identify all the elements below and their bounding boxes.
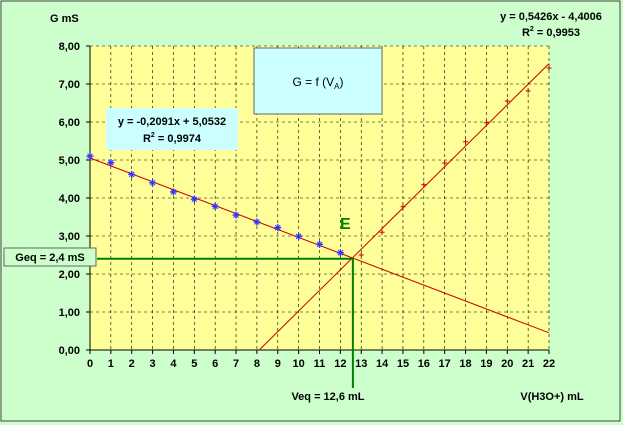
title-subscript: A xyxy=(334,82,340,91)
point-mark-d2 xyxy=(108,159,114,166)
x-tick-label: 6 xyxy=(212,358,218,370)
x-tick-label: 0 xyxy=(87,358,93,370)
y-tick-label: 5,00 xyxy=(59,155,80,167)
equation-2-text: y = 0,5426x - 4,4006 xyxy=(500,11,602,23)
x-tick-label: 7 xyxy=(233,358,239,370)
equation-1-text: y = -0,2091x + 5,0532 xyxy=(118,116,226,128)
x-tick-label: 11 xyxy=(314,358,326,370)
point-mark-d2 xyxy=(254,219,260,225)
point-mark-d2 xyxy=(87,153,93,160)
equation-1-r2: R2 = 0,9974 xyxy=(143,132,202,145)
data-point-series-2 xyxy=(358,252,364,258)
x-tick-label: 1 xyxy=(108,358,114,370)
x-tick-label: 8 xyxy=(254,358,260,370)
title-main: G = f (V xyxy=(292,75,334,89)
point-mark-d2 xyxy=(316,241,323,248)
geq-label-box xyxy=(3,247,97,267)
point-mark-d2 xyxy=(295,233,302,240)
equivalence-label: E xyxy=(340,216,351,233)
data-point-series-1 xyxy=(232,211,240,219)
point-mark-d2 xyxy=(233,212,239,218)
x-tick-label: 14 xyxy=(376,358,389,370)
eq2-r2-value: = 0,9953 xyxy=(534,27,580,39)
point-mark-d2 xyxy=(212,203,219,210)
y-tick-label: 3,00 xyxy=(59,231,80,243)
y-tick-label: 7,00 xyxy=(59,79,80,91)
y-tick-label: 6,00 xyxy=(59,117,80,129)
data-point-series-2 xyxy=(463,139,469,145)
point-mark-d2 xyxy=(128,171,135,178)
data-point-series-2 xyxy=(483,120,489,126)
eq2-r2-sup: 2 xyxy=(530,26,534,33)
point-mark-d2 xyxy=(170,189,177,195)
equation-2-r2: R2 = 0,9953 xyxy=(522,26,580,39)
x-tick-label: 16 xyxy=(418,358,430,370)
title-box xyxy=(253,47,383,115)
data-point-series-2 xyxy=(504,98,510,104)
data-point-series-1 xyxy=(128,170,136,178)
point-mark-d2 xyxy=(274,224,281,231)
x-tick-label: 15 xyxy=(397,358,409,370)
point-mark-d2 xyxy=(191,196,198,202)
x-tick-label: 3 xyxy=(150,358,156,370)
chart-title: G = f (VA) xyxy=(292,75,343,91)
eq1-r2-value: = 0,9974 xyxy=(155,133,202,145)
x-tick-label: 9 xyxy=(275,358,281,370)
data-point-series-1 xyxy=(274,224,282,232)
data-point-series-1 xyxy=(169,188,177,196)
points-layer xyxy=(86,65,552,258)
data-point-series-1 xyxy=(295,232,303,240)
x-tick-label: 21 xyxy=(522,358,534,370)
outer-border xyxy=(0,0,621,422)
guide-layer xyxy=(97,257,354,388)
data-point-series-1 xyxy=(107,159,115,167)
data-point-series-1 xyxy=(86,152,94,160)
veq-label: Veq = 12,6 mL xyxy=(291,391,364,403)
data-point-series-2 xyxy=(379,229,385,235)
y-tick-label: 8,00 xyxy=(59,41,80,53)
x-tick-label: 13 xyxy=(355,358,367,370)
x-tick-label: 18 xyxy=(459,358,471,370)
data-point-series-1 xyxy=(316,240,323,248)
data-point-series-2 xyxy=(442,160,448,166)
x-axis-label: V(H3O+) mL xyxy=(520,391,584,403)
x-tick-label: 20 xyxy=(501,358,513,370)
equation-box-2 xyxy=(488,6,614,44)
title-suffix: ) xyxy=(340,75,344,89)
x-tick-label: 10 xyxy=(293,358,305,370)
y-tick-label: 1,00 xyxy=(59,307,80,319)
data-point-series-2 xyxy=(421,182,427,188)
point-mark-d2 xyxy=(337,249,344,256)
y-tick-label: 4,00 xyxy=(59,193,80,205)
x-tick-label: 22 xyxy=(543,358,555,370)
data-point-series-2 xyxy=(546,65,552,71)
eq1-r2-sup: 2 xyxy=(151,132,155,139)
data-point-series-2 xyxy=(525,88,531,94)
data-point-series-1 xyxy=(336,249,344,257)
axes-layer xyxy=(86,45,550,354)
x-tick-label: 17 xyxy=(439,358,451,370)
eq2-r2-prefix: R xyxy=(522,27,530,39)
eq1-r2-prefix: R xyxy=(143,133,151,145)
data-point-series-1 xyxy=(190,195,198,203)
x-tick-label: 19 xyxy=(480,358,492,370)
x-tick-label: 5 xyxy=(191,358,197,370)
x-tick-label: 2 xyxy=(129,358,135,370)
tick-labels-layer: 0 1 2 3 4 5 6 7 8 9 10 11 12 13 14 15 16 17 18 19 20 21 220,00… xyxy=(59,41,556,370)
point-mark-d2 xyxy=(149,179,156,186)
data-point-series-2 xyxy=(400,204,406,210)
data-point-series-1 xyxy=(211,202,219,210)
x-tick-label: 4 xyxy=(170,358,177,370)
y-axis-label: G mS xyxy=(50,13,79,25)
data-point-series-1 xyxy=(253,218,261,226)
equation-box-1 xyxy=(106,108,238,150)
data-point-series-1 xyxy=(149,179,157,187)
y-tick-label: 2,00 xyxy=(59,269,80,281)
y-tick-label: 0,00 xyxy=(59,345,80,357)
x-tick-label: 12 xyxy=(334,358,346,370)
geq-label: Geq = 2,4 mS xyxy=(15,252,84,264)
